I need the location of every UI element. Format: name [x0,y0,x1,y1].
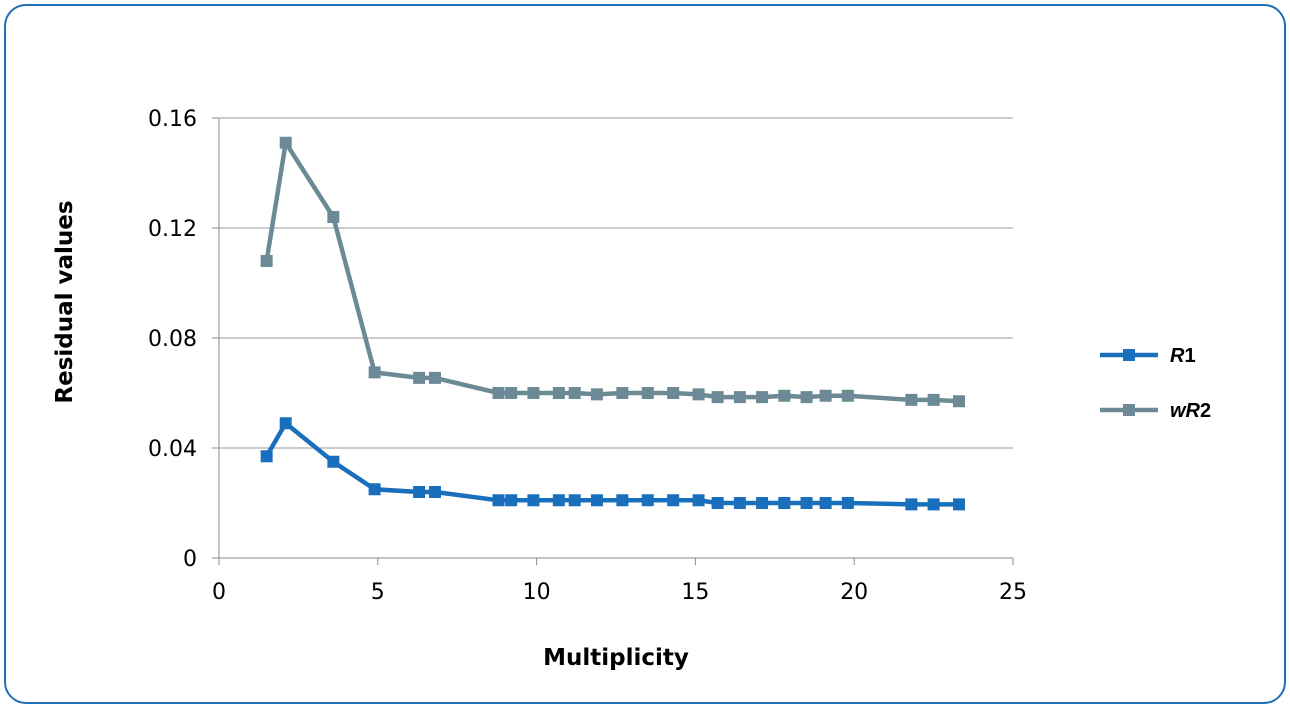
data-point [590,388,603,401]
data-point [413,486,426,498]
data-point [327,211,340,223]
data-point [841,389,854,402]
legend: R1 wR2 [1100,345,1211,422]
line-chart: 0 0.04 0.08 0.12 0.16 0 5 10 15 20 25 Multiplicit… [52,107,1211,671]
y-axis-title: Residual values [52,200,78,403]
x-tick-label: 10 [523,580,551,605]
x-tick-label: 25 [999,580,1027,605]
data-point [568,387,581,399]
data-point [692,388,705,401]
y-tick-label: 0.04 [148,437,197,462]
data-point [641,494,654,507]
data-point [819,497,832,509]
legend-label: wR2 [1170,400,1211,422]
data-point [778,389,791,402]
data-point [428,371,441,384]
data-point [733,391,746,404]
data-point [413,371,426,384]
data-point [327,455,340,468]
legend-label: R1 [1170,345,1196,367]
legend-item-R1: R1 [1100,345,1196,367]
data-point [778,497,791,509]
gridlines [219,117,1013,449]
data-point [905,393,918,406]
data-point [505,387,518,399]
data-point [505,494,518,507]
data-point [953,498,966,511]
data-point [260,450,273,463]
data-point [953,395,966,408]
series-line [264,140,960,404]
data-point [428,486,441,498]
x-axis-title: Multiplicity [543,645,689,671]
data-point [279,136,292,149]
data-point [692,494,705,507]
data-point [756,497,769,509]
x-tick-label: 20 [840,580,868,605]
data-point [260,255,273,267]
data-point [756,391,769,404]
data-point [841,497,854,509]
axes [212,117,1014,565]
y-tick-label: 0.16 [148,107,197,132]
data-point [552,387,565,399]
series-wR2 [260,136,966,408]
data-point [527,387,540,399]
data-point [819,389,832,402]
data-point [733,497,746,509]
data-point [711,391,724,404]
data-point [368,366,381,379]
data-point [590,494,603,507]
data-point [616,494,629,507]
legend-marker [1123,349,1135,361]
y-tick-label: 0.08 [148,327,197,352]
data-point [927,393,940,406]
data-point [641,387,654,399]
data-point [927,498,940,511]
legend-marker [1123,404,1135,416]
series-R1 [260,417,966,511]
y-tick-label: 0 [183,547,197,572]
data-point [800,391,813,404]
y-tick-label: 0.12 [148,217,197,242]
data-point [492,494,505,507]
data-point [492,387,505,399]
data-point [616,387,629,399]
x-tick-label: 0 [212,580,226,605]
data-point [800,497,813,509]
data-point [667,387,680,399]
data-point [711,497,724,509]
x-tick-labels: 0 5 10 15 20 25 [212,580,1027,605]
x-tick-label: 5 [371,580,385,605]
chart-frame [4,4,1286,704]
data-point [279,417,292,430]
data-point [368,483,381,496]
x-tick-label: 15 [681,580,709,605]
data-point [527,494,540,507]
data-point [905,498,918,511]
y-tick-labels: 0 0.04 0.08 0.12 0.16 [148,107,197,572]
data-point [552,494,565,507]
data-point [667,494,680,507]
data-series [260,136,966,511]
data-point [568,494,581,507]
legend-item-wR2: wR2 [1100,400,1211,422]
